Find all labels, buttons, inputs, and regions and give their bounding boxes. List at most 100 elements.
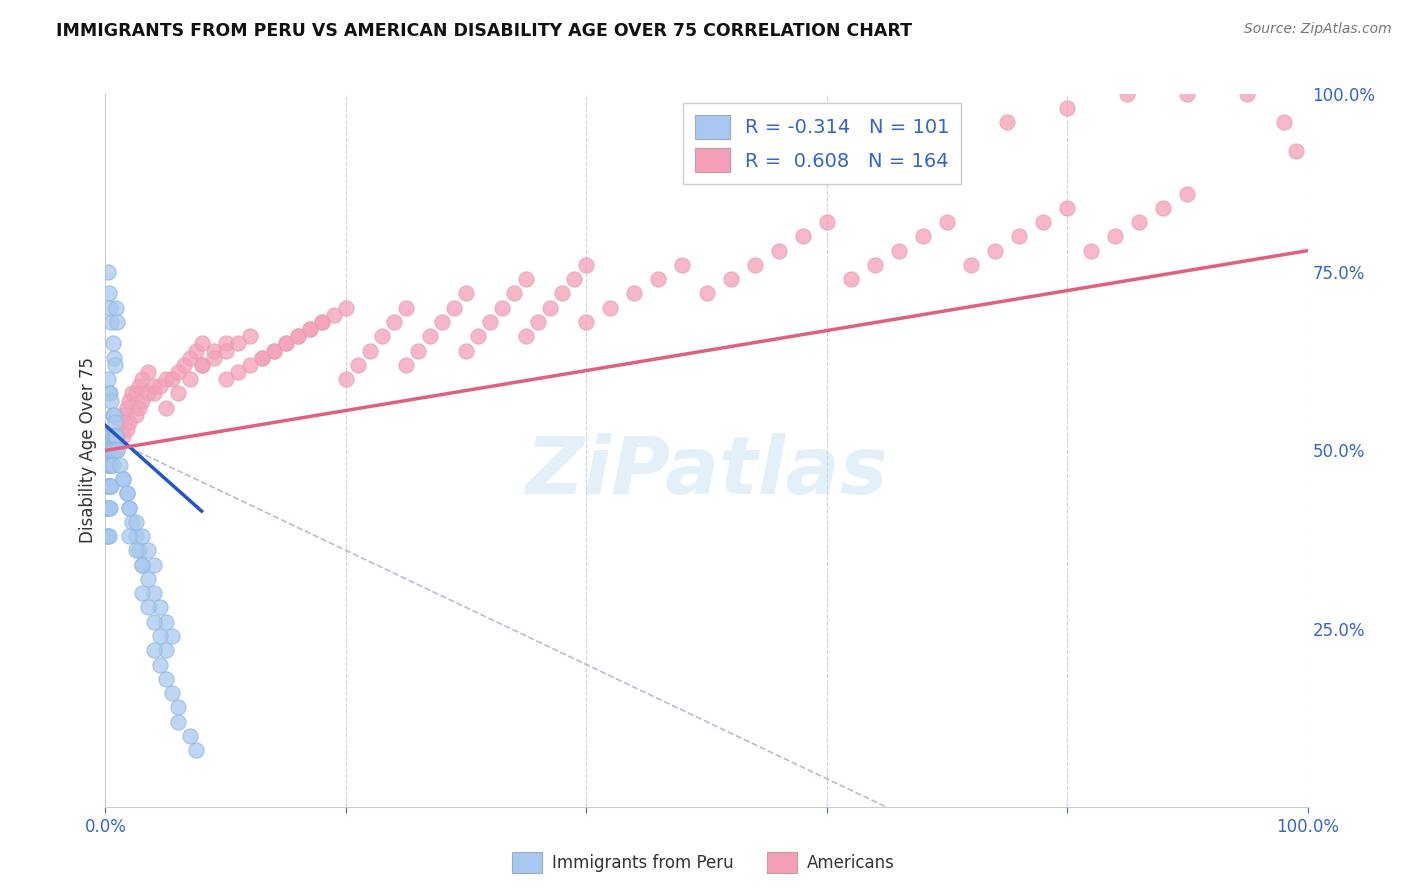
Point bbox=[430, 315, 453, 329]
Legend: R = -0.314   N = 101, R =  0.608   N = 164: R = -0.314 N = 101, R = 0.608 N = 164 bbox=[683, 103, 962, 184]
Point bbox=[214, 372, 236, 386]
Point bbox=[406, 343, 429, 358]
Point bbox=[124, 515, 146, 529]
Y-axis label: Disability Age Over 75: Disability Age Over 75 bbox=[79, 358, 97, 543]
Point bbox=[98, 386, 121, 401]
Point bbox=[105, 429, 128, 443]
Point bbox=[263, 343, 285, 358]
Point bbox=[103, 443, 125, 458]
Point bbox=[97, 372, 120, 386]
Point bbox=[142, 615, 165, 629]
Point bbox=[121, 386, 143, 401]
Point bbox=[311, 315, 333, 329]
Point bbox=[131, 558, 153, 572]
Point bbox=[503, 286, 526, 301]
Point bbox=[115, 422, 138, 436]
Point bbox=[454, 343, 477, 358]
Point bbox=[131, 529, 153, 543]
Point bbox=[202, 351, 225, 365]
Point bbox=[96, 500, 118, 515]
Point bbox=[395, 301, 418, 315]
Point bbox=[97, 429, 120, 443]
Point bbox=[108, 458, 131, 472]
Point bbox=[155, 372, 177, 386]
Point bbox=[184, 743, 207, 757]
Text: IMMIGRANTS FROM PERU VS AMERICAN DISABILITY AGE OVER 75 CORRELATION CHART: IMMIGRANTS FROM PERU VS AMERICAN DISABIL… bbox=[56, 22, 912, 40]
Point bbox=[575, 258, 598, 272]
Point bbox=[166, 700, 188, 714]
Point bbox=[118, 529, 141, 543]
Point bbox=[491, 301, 513, 315]
Point bbox=[467, 329, 489, 343]
Point bbox=[105, 443, 128, 458]
Point bbox=[128, 379, 150, 393]
Point bbox=[562, 272, 585, 286]
Point bbox=[166, 386, 188, 401]
Point bbox=[226, 365, 249, 379]
Point bbox=[105, 429, 128, 443]
Point bbox=[166, 714, 188, 729]
Point bbox=[98, 443, 121, 458]
Point bbox=[815, 158, 838, 172]
Point bbox=[98, 479, 121, 493]
Point bbox=[101, 458, 124, 472]
Point bbox=[190, 358, 212, 372]
Point bbox=[1056, 101, 1078, 115]
Point bbox=[287, 329, 309, 343]
Point bbox=[298, 322, 321, 336]
Point bbox=[98, 458, 121, 472]
Point bbox=[96, 443, 118, 458]
Point bbox=[131, 586, 153, 600]
Point bbox=[538, 301, 561, 315]
Point bbox=[101, 408, 124, 422]
Point bbox=[155, 643, 177, 657]
Point bbox=[226, 336, 249, 351]
Point bbox=[96, 443, 118, 458]
Point bbox=[239, 358, 262, 372]
Point bbox=[97, 429, 120, 443]
Point bbox=[97, 265, 120, 279]
Point bbox=[792, 229, 814, 244]
Point bbox=[97, 529, 120, 543]
Point bbox=[118, 393, 141, 408]
Point bbox=[250, 351, 273, 365]
Point bbox=[136, 572, 159, 586]
Point bbox=[214, 343, 236, 358]
Point bbox=[160, 372, 183, 386]
Point bbox=[335, 301, 357, 315]
Point bbox=[382, 315, 405, 329]
Point bbox=[515, 329, 537, 343]
Point bbox=[160, 629, 183, 643]
Point bbox=[97, 500, 120, 515]
Point bbox=[250, 351, 273, 365]
Point bbox=[839, 272, 862, 286]
Point bbox=[101, 336, 124, 351]
Point bbox=[124, 543, 146, 558]
Point bbox=[515, 272, 537, 286]
Point bbox=[1116, 87, 1139, 101]
Point bbox=[298, 322, 321, 336]
Point bbox=[128, 543, 150, 558]
Point bbox=[104, 429, 127, 443]
Point bbox=[311, 315, 333, 329]
Point bbox=[107, 429, 129, 443]
Point bbox=[101, 429, 124, 443]
Point bbox=[202, 343, 225, 358]
Point bbox=[936, 215, 959, 229]
Point bbox=[160, 686, 183, 700]
Point bbox=[179, 372, 201, 386]
Point bbox=[100, 429, 122, 443]
Point bbox=[108, 415, 131, 429]
Point bbox=[136, 365, 159, 379]
Point bbox=[118, 500, 141, 515]
Point bbox=[371, 329, 394, 343]
Point bbox=[98, 479, 121, 493]
Point bbox=[98, 429, 121, 443]
Point bbox=[214, 336, 236, 351]
Text: ZiPatlas: ZiPatlas bbox=[526, 433, 887, 511]
Point bbox=[274, 336, 297, 351]
Point bbox=[131, 393, 153, 408]
Point bbox=[100, 443, 122, 458]
Point bbox=[103, 429, 125, 443]
Point bbox=[936, 129, 959, 144]
